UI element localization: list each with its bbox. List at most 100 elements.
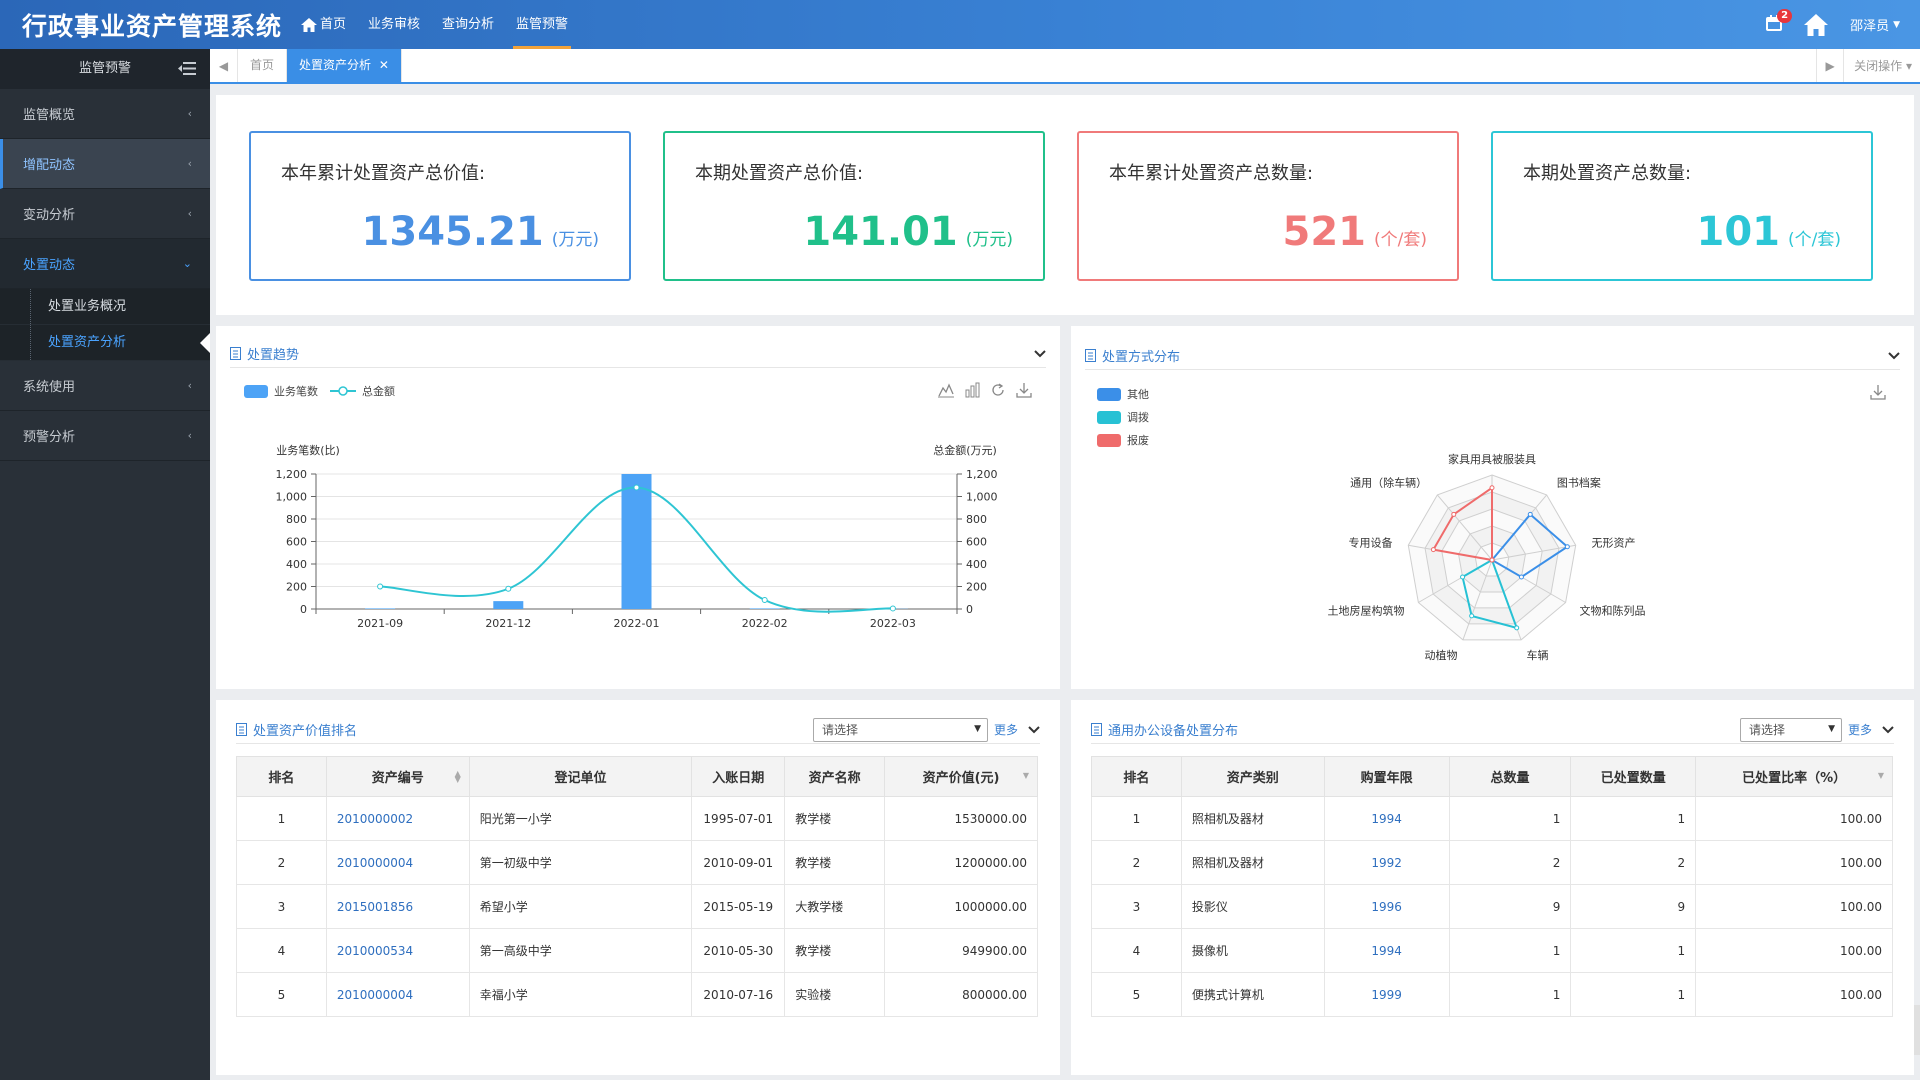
table-cell: 2 xyxy=(1448,840,1572,885)
nav-supervision-warning[interactable]: 监管预警 xyxy=(505,0,579,49)
panel-header: 通用办公设备处置分布 请选择 ▼ 更多 xyxy=(1091,716,1894,744)
chevron-down-icon[interactable] xyxy=(1888,351,1900,360)
column-header: 已处置数量 xyxy=(1570,756,1697,797)
nav-query-analysis[interactable]: 查询分析 xyxy=(442,17,495,32)
chevron-left-icon: ‹ xyxy=(187,207,192,220)
stat-label: 本期处置资产总价值: xyxy=(695,163,864,184)
table-row[interactable]: 2 2010000004 第一初级中学 2010-09-01 教学楼 1200000.00 xyxy=(236,840,1038,885)
page-scrollbar[interactable] xyxy=(1914,1005,1920,1055)
download-icon[interactable] xyxy=(1870,384,1886,400)
rank-table-wrap: 排名 资产编号 ▲ ▼ 登记单位 入账日期 资产名称 资产价值(元) ▼ 1 20100… xyxy=(236,756,1038,1017)
radar-legend: 其他 调拨 报废 xyxy=(1097,386,1149,448)
unit-select[interactable]: 请选择 ▼ xyxy=(812,717,988,742)
close-icon[interactable]: ✕ xyxy=(378,58,389,72)
chevron-down-icon[interactable] xyxy=(1882,725,1894,734)
table-cell: 1995-07-01 xyxy=(691,796,786,841)
home-button-icon[interactable] xyxy=(1804,13,1829,36)
table-cell: 大教学楼 xyxy=(784,884,886,929)
sidebar-item-disposal[interactable]: 处置动态 ⌄ xyxy=(0,239,210,289)
download-icon[interactable] xyxy=(1016,382,1032,398)
panel-controls: 请选择 ▼ 更多 xyxy=(812,717,1040,742)
refresh-icon[interactable] xyxy=(990,382,1006,398)
table-row[interactable]: 5 2010000004 幸福小学 2010-07-16 实验楼 800000.00 xyxy=(236,972,1038,1017)
legend-label: 业务笔数 xyxy=(274,385,318,398)
nav-business-review[interactable]: 业务审核 xyxy=(368,17,421,32)
tab-home[interactable]: 首页 xyxy=(238,49,288,82)
table-cell: 1 xyxy=(1448,972,1572,1017)
legend-item-other[interactable]: 其他 xyxy=(1097,386,1149,402)
column-header-sortable[interactable]: 已处置比率（%） ▼ xyxy=(1695,756,1893,797)
table-cell[interactable]: 2010000002 xyxy=(325,796,470,841)
radar-point xyxy=(1469,613,1475,619)
table-row[interactable]: 3 2015001856 希望小学 2015-05-19 大教学楼 1000000.00 xyxy=(236,884,1038,929)
table-cell: 2 xyxy=(1091,840,1182,885)
stat-card-period-value: 本期处置资产总价值: 141.01 (万元) xyxy=(663,131,1045,281)
table-cell[interactable]: 1996 xyxy=(1323,884,1450,929)
sidebar-item-addition[interactable]: 增配动态 ‹ xyxy=(0,139,210,189)
table-row[interactable]: 5 便携式计算机 1999 1 1 100.00 xyxy=(1091,972,1893,1017)
legend-item-transfer[interactable]: 调拨 xyxy=(1097,409,1149,425)
column-header-sortable[interactable]: 资产编号 ▲ ▼ xyxy=(325,756,470,797)
chevron-down-icon: ▼ xyxy=(1828,723,1835,734)
table-cell[interactable]: 2010000004 xyxy=(325,840,470,885)
table-cell[interactable]: 1999 xyxy=(1323,972,1450,1017)
stat-unit: (万元) xyxy=(551,230,599,250)
table-cell: 第一初级中学 xyxy=(468,840,693,885)
table-cell[interactable]: 1992 xyxy=(1323,840,1450,885)
user-menu[interactable]: 邵泽员 ▼ xyxy=(1850,15,1900,34)
sidebar-item-change[interactable]: 变动分析 ‹ xyxy=(0,189,210,239)
table-cell: 100.00 xyxy=(1695,840,1893,885)
close-operations-menu[interactable]: 关闭操作 ▾ xyxy=(1854,59,1912,73)
chevron-down-icon[interactable] xyxy=(1028,725,1040,734)
office-table-wrap: 排名 资产类别 购置年限 总数量 已处置数量 已处置比率（%） ▼ 1 照相机及器材… xyxy=(1091,756,1893,1017)
sidebar-item-warning[interactable]: 预警分析 ‹ xyxy=(0,411,210,461)
table-header-row: 排名 资产编号 ▲ ▼ 登记单位 入账日期 资产名称 资产价值(元) ▼ xyxy=(236,756,1038,797)
table-row[interactable]: 2 照相机及器材 1992 2 2 100.00 xyxy=(1091,840,1893,885)
table-row[interactable]: 1 照相机及器材 1994 1 1 100.00 xyxy=(1091,796,1893,841)
table-row[interactable]: 3 投影仪 1996 9 9 100.00 xyxy=(1091,884,1893,929)
radar-indicator-label: 土地房屋构筑物 xyxy=(1328,604,1405,618)
line-chart-icon[interactable] xyxy=(938,382,954,398)
table-row[interactable]: 1 2010000002 阳光第一小学 1995-07-01 教学楼 1530000.00 xyxy=(236,796,1038,841)
sidebar-subitem-disposal-analysis[interactable]: 处置资产分析 xyxy=(0,325,210,361)
table-cell: 投影仪 xyxy=(1180,884,1325,929)
stat-card-year-value: 本年累计处置资产总价值: 1345.21 (万元) xyxy=(249,131,631,281)
menu-toggle-icon[interactable] xyxy=(178,62,196,75)
table-cell[interactable]: 1994 xyxy=(1323,796,1450,841)
sidebar-item-system-usage[interactable]: 系统使用 ‹ xyxy=(0,361,210,411)
table-cell[interactable]: 2010000004 xyxy=(325,972,470,1017)
y-tick-label-right: 0 xyxy=(966,603,973,616)
stat-value: 101 xyxy=(1696,209,1781,255)
more-link[interactable]: 更多 xyxy=(1847,723,1872,737)
table-row[interactable]: 4 摄像机 1994 1 1 100.00 xyxy=(1091,928,1893,973)
category-select[interactable]: 请选择 ▼ xyxy=(1739,717,1842,742)
radar-point xyxy=(1564,544,1570,550)
tab-scroll-left[interactable]: ◀ xyxy=(210,49,238,82)
table-cell[interactable]: 2010000534 xyxy=(325,928,470,973)
chevron-down-icon[interactable] xyxy=(1034,349,1046,358)
table-cell: 2 xyxy=(236,840,327,885)
legend-swatch-line[interactable] xyxy=(330,386,356,396)
table-row[interactable]: 4 2010000534 第一高级中学 2010-05-30 教学楼 949900.00 xyxy=(236,928,1038,973)
tab-disposal-analysis[interactable]: 处置资产分析 ✕ xyxy=(287,49,402,82)
chevron-left-icon: ‹ xyxy=(187,107,192,120)
tab-scroll-right[interactable]: ▶ xyxy=(1816,49,1845,82)
sidebar-subitem-disposal-overview[interactable]: 处置业务概况 xyxy=(0,289,210,325)
column-header: 购置年限 xyxy=(1323,756,1450,797)
more-link[interactable]: 更多 xyxy=(993,723,1018,737)
nav-home-label: 首页 xyxy=(320,17,347,32)
legend-swatch-bar[interactable] xyxy=(244,384,268,398)
bar-chart-icon[interactable] xyxy=(964,382,980,398)
column-header-sortable[interactable]: 资产价值(元) ▼ xyxy=(884,756,1038,797)
table-cell[interactable]: 1994 xyxy=(1323,928,1450,973)
stat-value: 141.01 xyxy=(803,209,958,255)
legend-item-scrap[interactable]: 报废 xyxy=(1097,432,1149,448)
nav-home[interactable]: 首页 xyxy=(290,0,357,49)
sidebar-item-overview[interactable]: 监管概览 ‹ xyxy=(0,89,210,139)
sidebar-item-label: 变动分析 xyxy=(23,208,76,223)
table-cell[interactable]: 2015001856 xyxy=(325,884,470,929)
notification-button[interactable]: 2 xyxy=(1766,8,1793,35)
stat-value: 521 xyxy=(1282,209,1367,255)
table-header-row: 排名 资产类别 购置年限 总数量 已处置数量 已处置比率（%） ▼ xyxy=(1091,756,1893,797)
line-point xyxy=(377,583,384,590)
